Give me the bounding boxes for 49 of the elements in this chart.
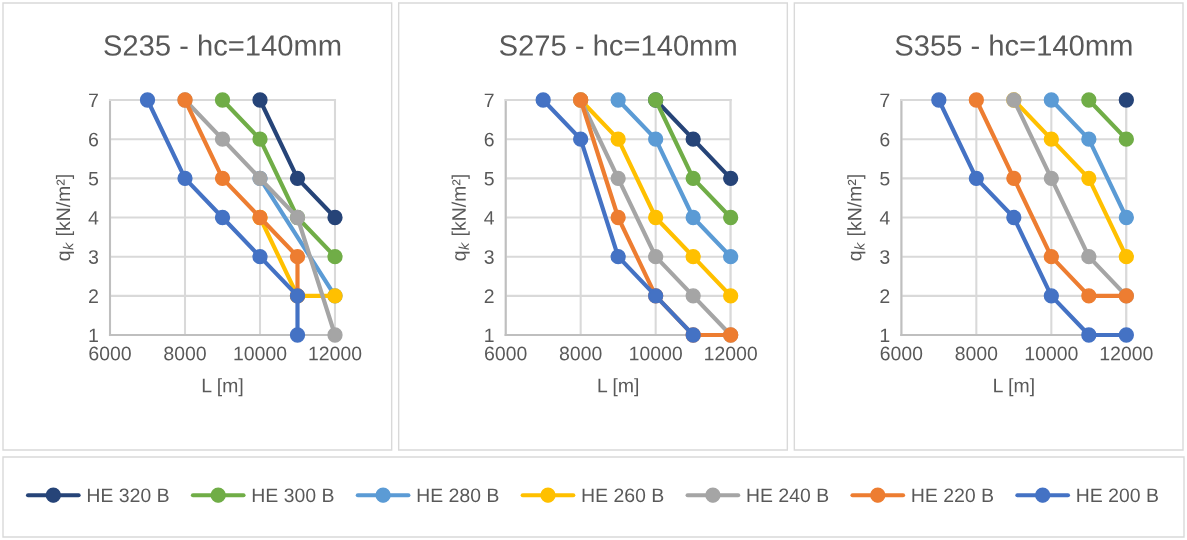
legend-label: HE 320 B (87, 488, 169, 503)
y-tick-label: 4 (88, 211, 99, 225)
x-tick-label: 12000 (1100, 346, 1153, 361)
y-tick-label: 3 (484, 250, 494, 264)
y-tick-label: 1 (880, 328, 890, 343)
y-tick-label: 2 (880, 289, 890, 303)
legend-label: HE 220 B (912, 488, 994, 503)
y-tick-label: 6 (880, 132, 890, 147)
y-axis-title: q$_{k}$ [kN/m²] (55, 175, 75, 261)
chart-title: S235 - hc=140mm (104, 34, 341, 56)
x-tick-label: 6000 (485, 346, 527, 361)
x-axis-title: L [m] (994, 378, 1034, 397)
x-tick-label: 8000 (559, 346, 602, 361)
x-tick-label: 10000 (1025, 346, 1078, 361)
y-axis-title: q$_{k}$ [kN/m²] (451, 175, 470, 261)
x-tick-label: 6000 (89, 346, 131, 361)
y-tick-label: 3 (88, 250, 99, 264)
legend-label: HE 240 B (747, 488, 829, 503)
y-tick-label: 2 (484, 289, 494, 303)
y-tick-label: 7 (484, 93, 494, 108)
y-tick-label: 5 (484, 172, 494, 186)
chart-title: S355 - hc=140mm (895, 34, 1132, 56)
y-tick-label: 2 (89, 289, 98, 303)
x-tick-label: 6000 (880, 346, 923, 361)
x-axis-title: L [m] (598, 378, 639, 397)
legend-label: HE 260 B (582, 488, 664, 503)
x-tick-label: 8000 (164, 346, 206, 361)
legend-label: HE 280 B (417, 488, 499, 503)
y-tick-label: 1 (485, 328, 494, 343)
legend-label: HE 300 B (252, 488, 334, 503)
legend-label: HE 200 B (1077, 488, 1158, 503)
y-tick-label: 5 (880, 172, 890, 186)
x-tick-label: 10000 (630, 346, 682, 361)
y-tick-label: 6 (89, 132, 99, 147)
x-axis-title: L [m] (202, 378, 243, 397)
y-tick-label: 7 (89, 93, 98, 108)
y-tick-label: 4 (879, 211, 890, 225)
x-tick-label: 12000 (309, 346, 362, 361)
y-tick-label: 3 (880, 250, 890, 264)
y-tick-label: 5 (88, 172, 99, 186)
y-tick-label: 7 (880, 93, 890, 108)
x-tick-label: 8000 (955, 346, 998, 361)
y-tick-label: 4 (484, 211, 494, 225)
y-tick-label: 1 (89, 328, 98, 343)
y-tick-label: 6 (484, 132, 494, 147)
y-axis-title: q$_{k}$ [kN/m²] (847, 175, 866, 261)
x-tick-label: 12000 (705, 346, 757, 361)
x-tick-label: 10000 (234, 346, 287, 361)
chart-title: S275 - hc=140mm (499, 34, 736, 56)
